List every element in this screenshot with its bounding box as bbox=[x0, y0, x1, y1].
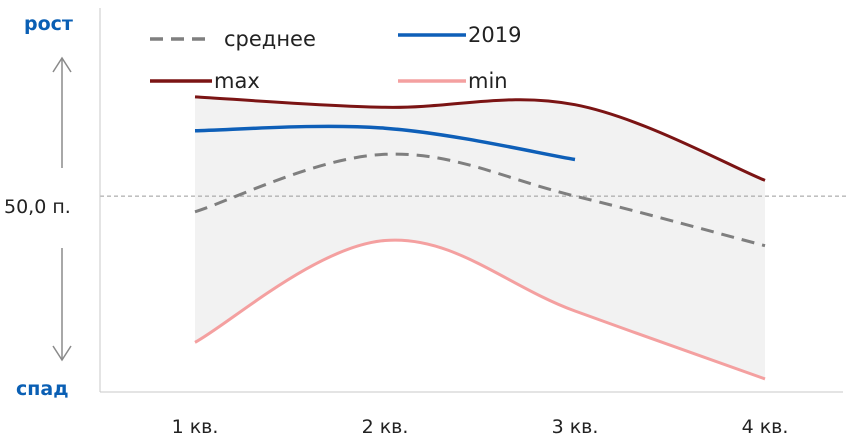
min-max-band bbox=[195, 96, 765, 379]
reference-line-label: 50,0 п. bbox=[4, 196, 71, 218]
series-lines bbox=[194, 95, 766, 381]
x-tick-label: 2 кв. bbox=[362, 416, 409, 438]
band-area bbox=[195, 96, 765, 379]
legend-label-2019: 2019 bbox=[468, 23, 521, 47]
x-tick-label: 1 кв. bbox=[172, 416, 219, 438]
x-tick-label: 3 кв. bbox=[552, 416, 599, 438]
series-line-min bbox=[194, 238, 766, 381]
up-arrow-icon bbox=[52, 56, 72, 168]
legend: среднее 2019 max min bbox=[150, 23, 521, 93]
x-tick-label: 4 кв. bbox=[742, 416, 789, 438]
series-line-2019 bbox=[194, 124, 576, 162]
legend-label-min: min bbox=[468, 69, 508, 93]
axis-up-label: рост bbox=[24, 13, 73, 35]
legend-label-average: среднее bbox=[224, 27, 316, 51]
down-arrow-icon bbox=[52, 248, 72, 362]
series-line-average bbox=[194, 152, 766, 248]
x-tick-labels: 1 кв. 2 кв. 3 кв. 4 кв. bbox=[172, 416, 789, 438]
axis-down-label: спад bbox=[16, 378, 69, 400]
legend-label-max: max bbox=[214, 69, 260, 93]
series-line-max bbox=[194, 95, 766, 182]
